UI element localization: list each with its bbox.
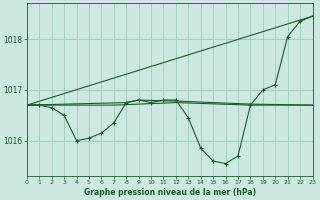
- X-axis label: Graphe pression niveau de la mer (hPa): Graphe pression niveau de la mer (hPa): [84, 188, 256, 197]
